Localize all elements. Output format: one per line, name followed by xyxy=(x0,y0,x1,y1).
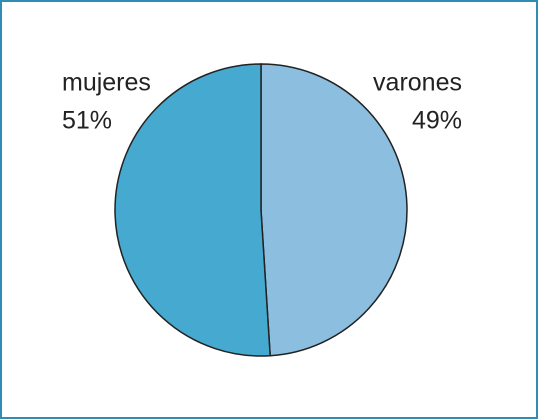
pie-slice xyxy=(260,63,408,357)
slice-value-label: 51% xyxy=(62,107,112,135)
slice-value-label: 49% xyxy=(412,107,462,135)
slice-label: varones xyxy=(373,69,462,97)
slice-label: mujeres xyxy=(62,69,151,97)
pie-slice xyxy=(114,63,271,357)
